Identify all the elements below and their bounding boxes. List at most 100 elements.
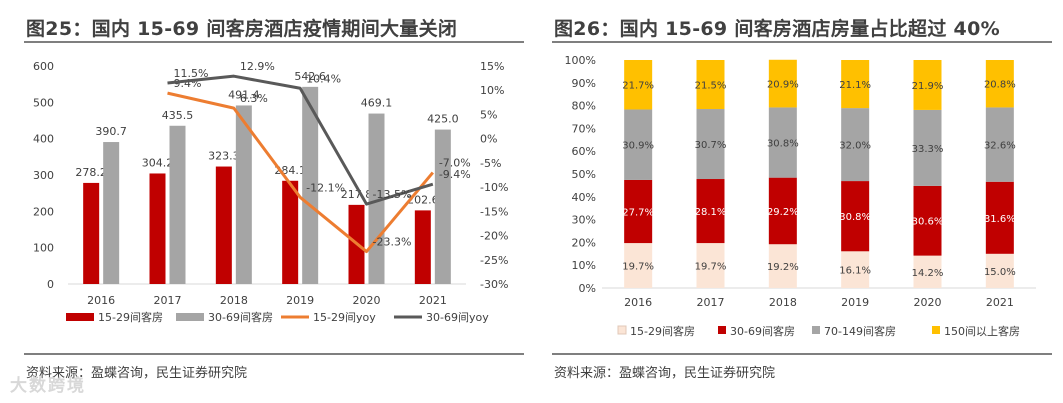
- legend-label: 30-69间客房: [208, 310, 273, 324]
- chart-panel-hotel-closures: 图25：国内 15-69 间客房酒店疫情期间大量关闭 0 100 200 300 400…: [24, 0, 524, 403]
- bar: [103, 142, 120, 284]
- stacked-bar-segment: [841, 60, 870, 109]
- segment-data-label: 30.8%: [839, 212, 871, 223]
- stacked-bar-segment: [624, 109, 653, 180]
- bar: [302, 86, 319, 284]
- x-tick-label: 2018: [769, 296, 797, 309]
- segment-data-label: 14.2%: [912, 268, 944, 279]
- segment-data-label: 30.7%: [695, 140, 727, 151]
- bar-data-label: 323.3: [208, 150, 240, 163]
- x-tick-label: 2019: [841, 296, 869, 309]
- bar-data-label: 390.7: [95, 125, 127, 138]
- x-tick-label: 2016: [624, 296, 652, 309]
- bar: [169, 125, 186, 284]
- stacked-bar-segment: [768, 59, 797, 108]
- x-tick-label: 2017: [154, 294, 182, 307]
- y2-tick-label: -10%: [480, 181, 508, 194]
- stacked-bar-segment: [624, 60, 653, 110]
- segment-data-label: 30.6%: [912, 217, 944, 228]
- stacked-bar-segment: [624, 243, 653, 288]
- bar: [235, 105, 252, 284]
- bar-data-label: 217.8: [341, 188, 373, 201]
- source-divider: [24, 353, 524, 355]
- chart-title: 图25：国内 15-69 间客房酒店疫情期间大量关闭: [26, 18, 458, 40]
- bar-data-label: 542.6: [294, 70, 326, 83]
- legend-swatch: [932, 326, 940, 334]
- line-data-label: -23.3%: [373, 236, 412, 249]
- line-data-label: -9.4%: [439, 168, 471, 181]
- y2-tick-label: 0%: [480, 133, 497, 146]
- stacked-bar-segment: [985, 107, 1014, 182]
- x-tick-label: 2020: [353, 294, 381, 307]
- stacked-bar-segment: [985, 181, 1014, 254]
- y2-tick-label: 5%: [480, 108, 497, 121]
- segment-data-label: 20.9%: [767, 80, 799, 91]
- segment-data-label: 16.1%: [839, 266, 871, 277]
- segment-data-label: 19.7%: [622, 262, 654, 273]
- y-tick-label: 90%: [572, 77, 596, 90]
- chart-title: 图26：国内 15-69 间客房酒店房量占比超过 40%: [554, 18, 1000, 40]
- y-tick-label: 50%: [572, 168, 596, 181]
- x-tick-label: 2016: [87, 294, 115, 307]
- stacked-bar-segment: [841, 108, 870, 182]
- y2-tick-label: -25%: [480, 254, 508, 267]
- y-tick-label: 0: [47, 278, 54, 291]
- x-tick-label: 2017: [697, 296, 725, 309]
- y-tick-label: 500: [33, 96, 54, 109]
- legend-swatch: [176, 313, 204, 321]
- stacked-bar-segment: [913, 60, 942, 110]
- legend-swatch: [718, 326, 726, 334]
- legend-label: 15-29间客房: [98, 310, 163, 324]
- y-tick-label: 40%: [572, 191, 596, 204]
- segment-data-label: 32.6%: [984, 141, 1016, 152]
- y2-tick-label: 15%: [480, 60, 504, 73]
- legend-label: 150间以上客房: [944, 324, 1020, 338]
- stacked-bar-segment: [768, 177, 797, 245]
- x-tick-label: 2020: [914, 296, 942, 309]
- chart-panel-room-share: 图26：国内 15-69 间客房酒店房量占比超过 40% 0% 10% 20% 30%…: [552, 0, 1052, 403]
- bar-data-label: 469.1: [361, 97, 393, 110]
- stacked-bar-segment: [985, 253, 1014, 288]
- segment-data-label: 20.8%: [984, 80, 1016, 91]
- y2-tick-label: -30%: [480, 278, 508, 291]
- segment-data-label: 31.6%: [984, 214, 1016, 225]
- segment-data-label: 30.8%: [767, 139, 799, 150]
- source-note: 资料来源：盈蝶咨询，民生证券研究院: [26, 366, 248, 381]
- legend-label: 15-29间客房: [630, 324, 695, 338]
- y2-tick-label: -15%: [480, 205, 508, 218]
- segment-data-label: 21.9%: [912, 81, 944, 92]
- y-tick-label: 400: [33, 133, 54, 146]
- y-tick-label: 600: [33, 60, 54, 73]
- line-data-label: -12.1%: [306, 181, 345, 194]
- stacked-bar-segment: [624, 179, 653, 244]
- chart-room-share: 0% 10% 20% 30% 40% 50% 60% 70% 80% 90% 100% 2016 201…: [565, 54, 1036, 338]
- line-data-label: 11.5%: [174, 67, 209, 80]
- y-tick-label: 30%: [572, 214, 596, 227]
- bar-data-label: 202.6: [407, 193, 439, 206]
- y2-tick-label: -20%: [480, 230, 508, 243]
- stacked-bar-segment: [768, 107, 797, 178]
- series-line: [167, 74, 434, 206]
- legend-swatch: [617, 325, 627, 335]
- segment-data-label: 15.0%: [984, 267, 1016, 278]
- bar: [368, 113, 385, 284]
- legend-label: 30-69间客房: [730, 324, 795, 338]
- bar: [414, 210, 431, 284]
- watermark-logo: 大数跨境: [10, 376, 86, 396]
- legend-label: 70-149间客房: [824, 324, 896, 338]
- line-data-label: 12.9%: [240, 60, 275, 73]
- y-tick-label: 100%: [565, 54, 596, 67]
- y-tick-label: 80%: [572, 100, 596, 113]
- stacked-bar-segment: [696, 243, 725, 288]
- segment-data-label: 33.3%: [912, 144, 944, 155]
- series-line: [167, 91, 434, 254]
- y2-tick-label: 10%: [480, 84, 504, 97]
- source-divider: [552, 353, 1052, 355]
- line-data-label: -7.0%: [439, 157, 471, 170]
- segment-data-label: 19.2%: [767, 262, 799, 273]
- bar: [149, 173, 166, 284]
- stacked-bar-segment: [913, 185, 942, 256]
- x-tick-label: 2019: [286, 294, 314, 307]
- y-tick-label: 10%: [572, 259, 596, 272]
- segment-data-label: 19.7%: [695, 262, 727, 273]
